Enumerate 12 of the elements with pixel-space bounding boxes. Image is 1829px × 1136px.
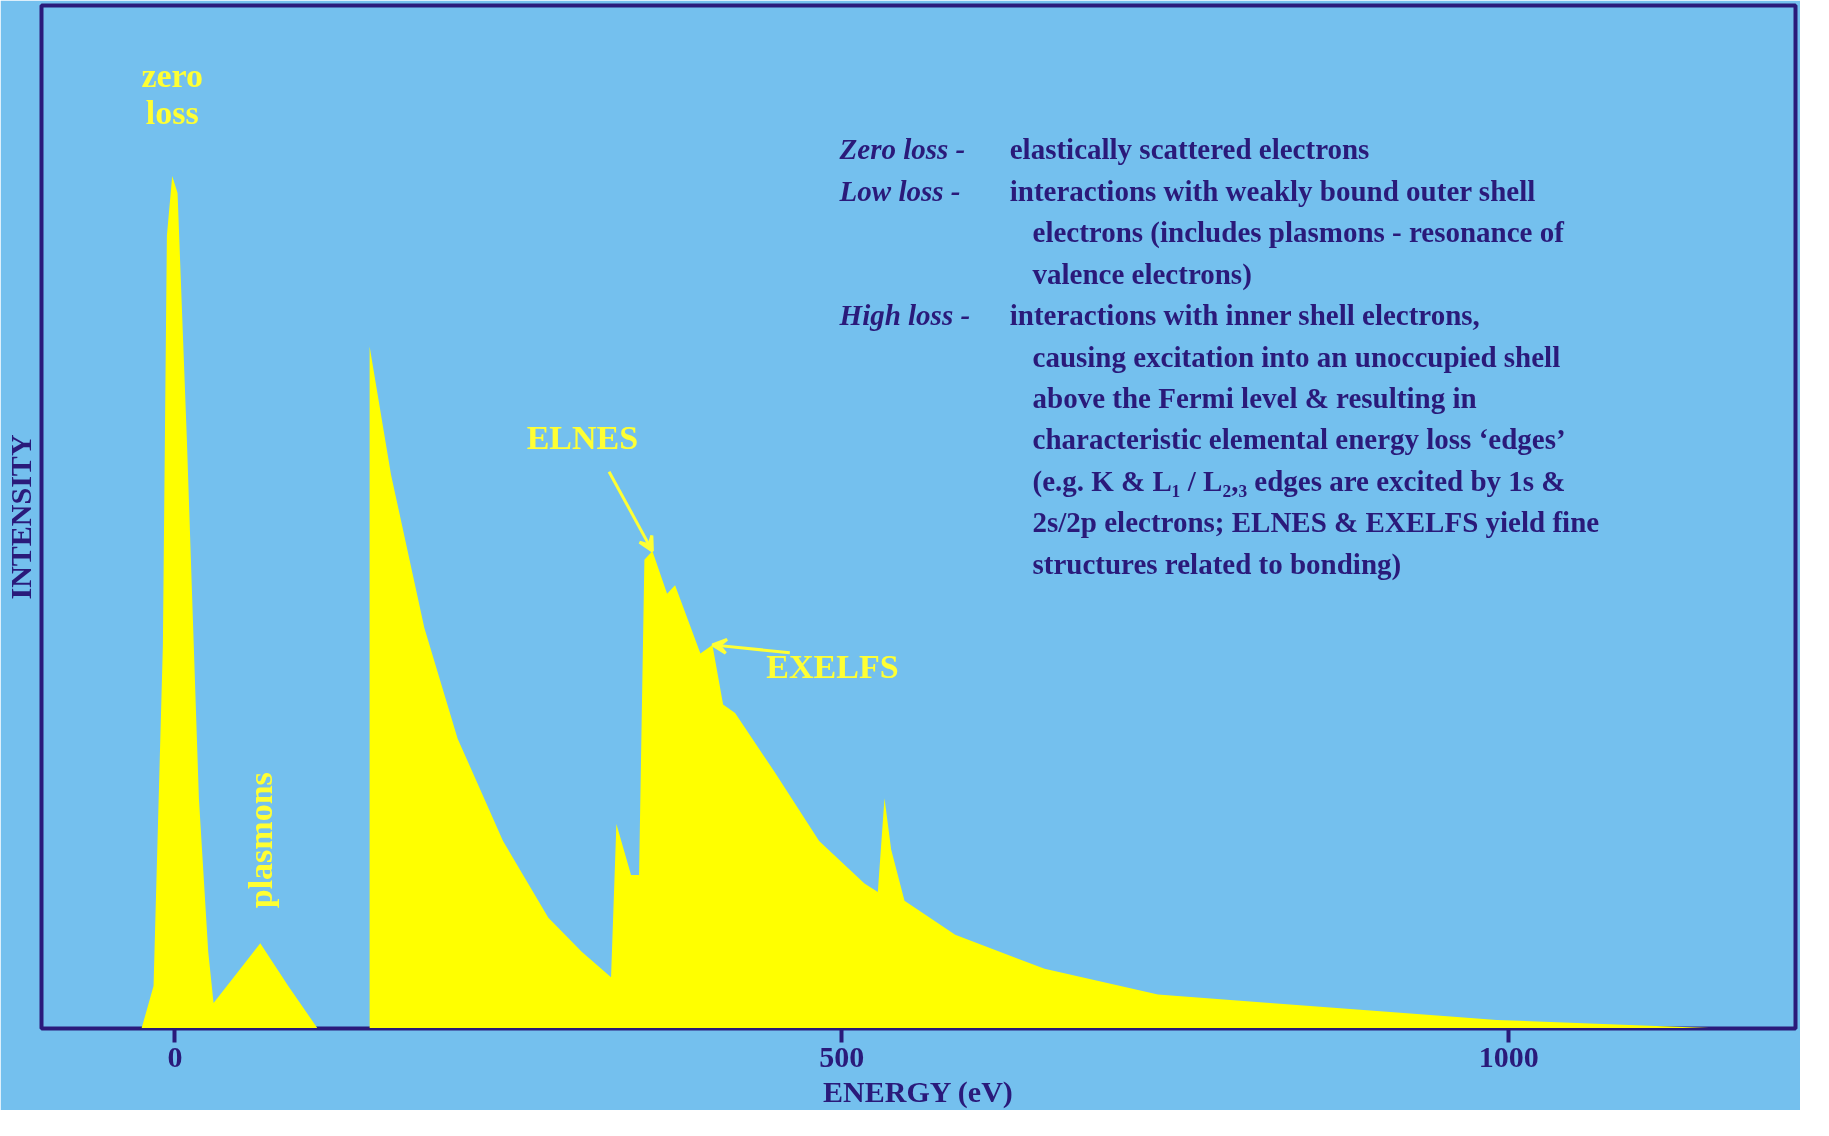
annotation: ELNES [526,419,639,457]
annotation: zero loss [141,57,204,131]
y-axis-title: INTENSITY [3,434,37,600]
text: High loss - interactions with inner shell electrons, causing excitation into an unoccupied shell above the Fermi level & resulting in characteristic elemental energy loss ‘edges’ (e.g. K & L₁ / L₂,₃ edges are excited by 1s & 2s/2p electrons; ELNES & EXELFS yield fine structures related to bonding) [839,299,1600,580]
x-tick-label: 1000 [1478,1039,1539,1073]
x-axis-title: ENERGY (eV) [823,1074,1013,1109]
x-tick-label: 0 [167,1039,183,1073]
text: Low loss - interactions with weakly bound outer shell electrons (includes plasmons - resonance of valence electrons) [839,174,1564,290]
text: Zero loss - elastically scattered electrons [839,133,1370,166]
annotation: plasmons [241,772,279,909]
x-tick-label: 500 [819,1039,865,1073]
annotation: EXELFS [766,647,899,685]
